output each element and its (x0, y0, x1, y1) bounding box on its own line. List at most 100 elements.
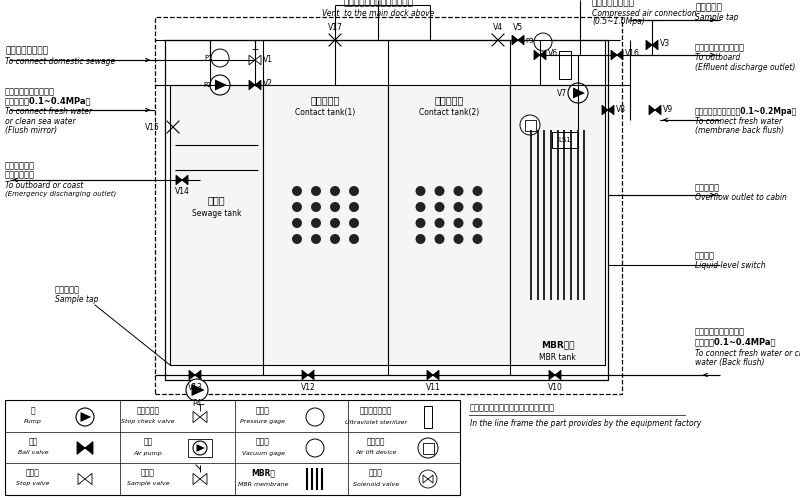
Text: （应急排故）: （应急排故） (5, 170, 35, 179)
Text: In the line frame the part provides by the equipment factory: In the line frame the part provides by t… (470, 418, 702, 428)
Polygon shape (302, 370, 308, 380)
Text: To outboard or coast: To outboard or coast (5, 180, 83, 190)
Text: V7: V7 (557, 88, 567, 98)
Text: MBR tank: MBR tank (539, 352, 576, 362)
Polygon shape (176, 175, 182, 185)
Circle shape (330, 218, 340, 228)
Circle shape (434, 218, 445, 228)
Text: MBR membrane: MBR membrane (238, 482, 288, 486)
Circle shape (473, 234, 482, 244)
Text: Vent  to the main dock above: Vent to the main dock above (322, 8, 434, 18)
Polygon shape (611, 50, 617, 60)
Text: Sample tap: Sample tap (695, 14, 738, 22)
Text: V17: V17 (328, 24, 343, 32)
Text: V4: V4 (493, 24, 503, 32)
Circle shape (330, 234, 340, 244)
Circle shape (306, 439, 324, 457)
Text: To connect fresh water: To connect fresh water (695, 118, 782, 126)
Bar (155, 17, 622, 394)
Text: V10: V10 (547, 382, 562, 392)
Circle shape (349, 202, 359, 212)
Bar (559, 51, 571, 79)
Text: Contact tank(2): Contact tank(2) (419, 108, 479, 116)
Text: 污水柜: 污水柜 (208, 195, 226, 205)
Text: 真空表: 真空表 (256, 438, 270, 446)
Polygon shape (540, 50, 546, 60)
Text: 压力表: 压力表 (256, 406, 270, 416)
Text: MBR膜柜: MBR膜柜 (541, 340, 574, 349)
Text: To connect domestic sewage: To connect domestic sewage (5, 58, 115, 66)
Polygon shape (602, 105, 608, 115)
Circle shape (211, 49, 229, 67)
Text: 进水取样口: 进水取样口 (55, 286, 80, 294)
Polygon shape (534, 50, 540, 60)
Text: V15: V15 (145, 122, 160, 132)
Polygon shape (191, 384, 205, 396)
Circle shape (454, 186, 463, 196)
Text: V5: V5 (513, 24, 523, 32)
Polygon shape (649, 105, 655, 115)
Circle shape (193, 441, 207, 455)
Polygon shape (255, 80, 261, 90)
Circle shape (311, 202, 321, 212)
Polygon shape (573, 88, 585, 99)
Polygon shape (608, 105, 614, 115)
Circle shape (454, 202, 463, 212)
Text: Pump: Pump (24, 420, 42, 424)
Polygon shape (617, 50, 623, 60)
Polygon shape (81, 412, 91, 422)
Circle shape (415, 234, 426, 244)
Polygon shape (195, 370, 201, 380)
Bar (422, 442, 434, 454)
Bar (424, 406, 432, 428)
Polygon shape (518, 35, 524, 45)
Text: Sample tap: Sample tap (55, 296, 98, 304)
Text: V8: V8 (616, 104, 626, 114)
Circle shape (415, 218, 426, 228)
Circle shape (330, 186, 340, 196)
Text: 取样阀: 取样阀 (141, 468, 155, 477)
Circle shape (76, 408, 94, 426)
Text: V3: V3 (660, 40, 670, 48)
Text: (membrane back flush): (membrane back flush) (695, 126, 784, 136)
Circle shape (306, 408, 324, 426)
Circle shape (210, 75, 230, 95)
Text: P4: P4 (192, 398, 202, 407)
Text: Contact tank(1): Contact tank(1) (295, 108, 356, 116)
Polygon shape (646, 40, 652, 50)
Text: 电磁阀: 电磁阀 (369, 468, 383, 477)
Polygon shape (427, 370, 433, 380)
Polygon shape (85, 442, 93, 454)
Text: 气提装置: 气提装置 (366, 438, 386, 446)
Text: Stop valve: Stop valve (16, 482, 50, 486)
Bar (510, 85, 605, 365)
Text: 溢流至舱内: 溢流至舱内 (695, 184, 720, 192)
Text: V12: V12 (301, 382, 315, 392)
Text: Sewage tank: Sewage tank (192, 208, 242, 218)
Circle shape (434, 186, 445, 196)
Text: （冲洗视镜0.1~0.4MPa）: （冲洗视镜0.1~0.4MPa） (5, 96, 91, 106)
Text: LS1: LS1 (558, 137, 571, 143)
Text: 出水取样口: 出水取样口 (695, 4, 722, 13)
Polygon shape (77, 442, 85, 454)
Circle shape (434, 202, 445, 212)
Bar (170, 85, 263, 365)
Text: Air lift device: Air lift device (355, 450, 397, 456)
Circle shape (473, 186, 482, 196)
Text: 截止阀: 截止阀 (26, 468, 40, 477)
Text: 来自压缩空气系统: 来自压缩空气系统 (592, 0, 635, 8)
Text: Overflow outlet to cabin: Overflow outlet to cabin (695, 194, 787, 202)
Text: (Flush mirror): (Flush mirror) (5, 126, 57, 134)
Text: （反冲洗0.1~0.4MPa）: （反冲洗0.1~0.4MPa） (695, 338, 777, 346)
Circle shape (349, 186, 359, 196)
Text: V2: V2 (263, 80, 273, 88)
Text: 截止止回阀: 截止止回阀 (137, 406, 159, 416)
Text: V6: V6 (548, 50, 558, 58)
Polygon shape (197, 444, 205, 452)
Text: 紫外线消毒装置: 紫外线消毒装置 (360, 406, 392, 416)
Text: Pressure gage: Pressure gage (241, 420, 286, 424)
Text: P1: P1 (204, 55, 213, 61)
Text: 一级接触柜: 一级接触柜 (311, 95, 340, 105)
Circle shape (292, 218, 302, 228)
Text: 风机: 风机 (143, 438, 153, 446)
